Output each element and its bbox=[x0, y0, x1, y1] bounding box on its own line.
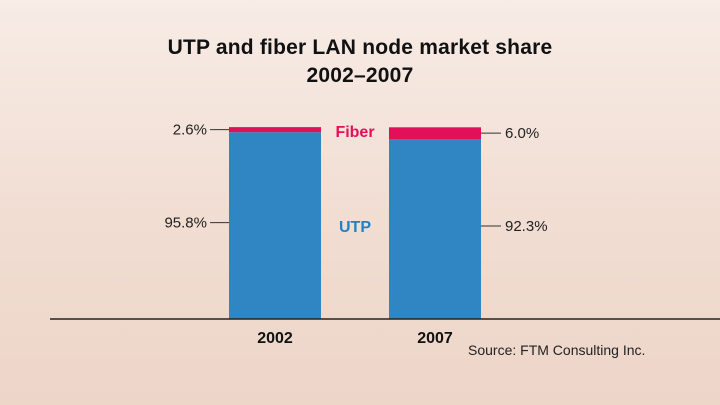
bar-utp-2007 bbox=[389, 139, 481, 319]
bar-fiber-2002 bbox=[229, 127, 321, 133]
chart-title-line1: UTP and fiber LAN node market share bbox=[167, 36, 553, 59]
series-label-utp: UTP bbox=[339, 219, 371, 236]
x-tick-label-2007: 2007 bbox=[417, 330, 453, 347]
x-tick-label-2002: 2002 bbox=[257, 330, 293, 347]
source-note: Source: FTM Consulting Inc. bbox=[468, 342, 646, 358]
data-label-utp-2002: 95.8% bbox=[164, 215, 207, 232]
series-label-fiber: Fiber bbox=[335, 124, 374, 141]
bar-fiber-2007 bbox=[389, 127, 481, 140]
data-label-utp-2007: 92.3% bbox=[505, 218, 548, 235]
data-label-fiber-2007: 6.0% bbox=[505, 125, 539, 142]
bar-utp-2002 bbox=[229, 132, 321, 319]
data-label-fiber-2002: 2.6% bbox=[173, 122, 207, 139]
chart-title-line2: 2002–2007 bbox=[306, 64, 414, 87]
